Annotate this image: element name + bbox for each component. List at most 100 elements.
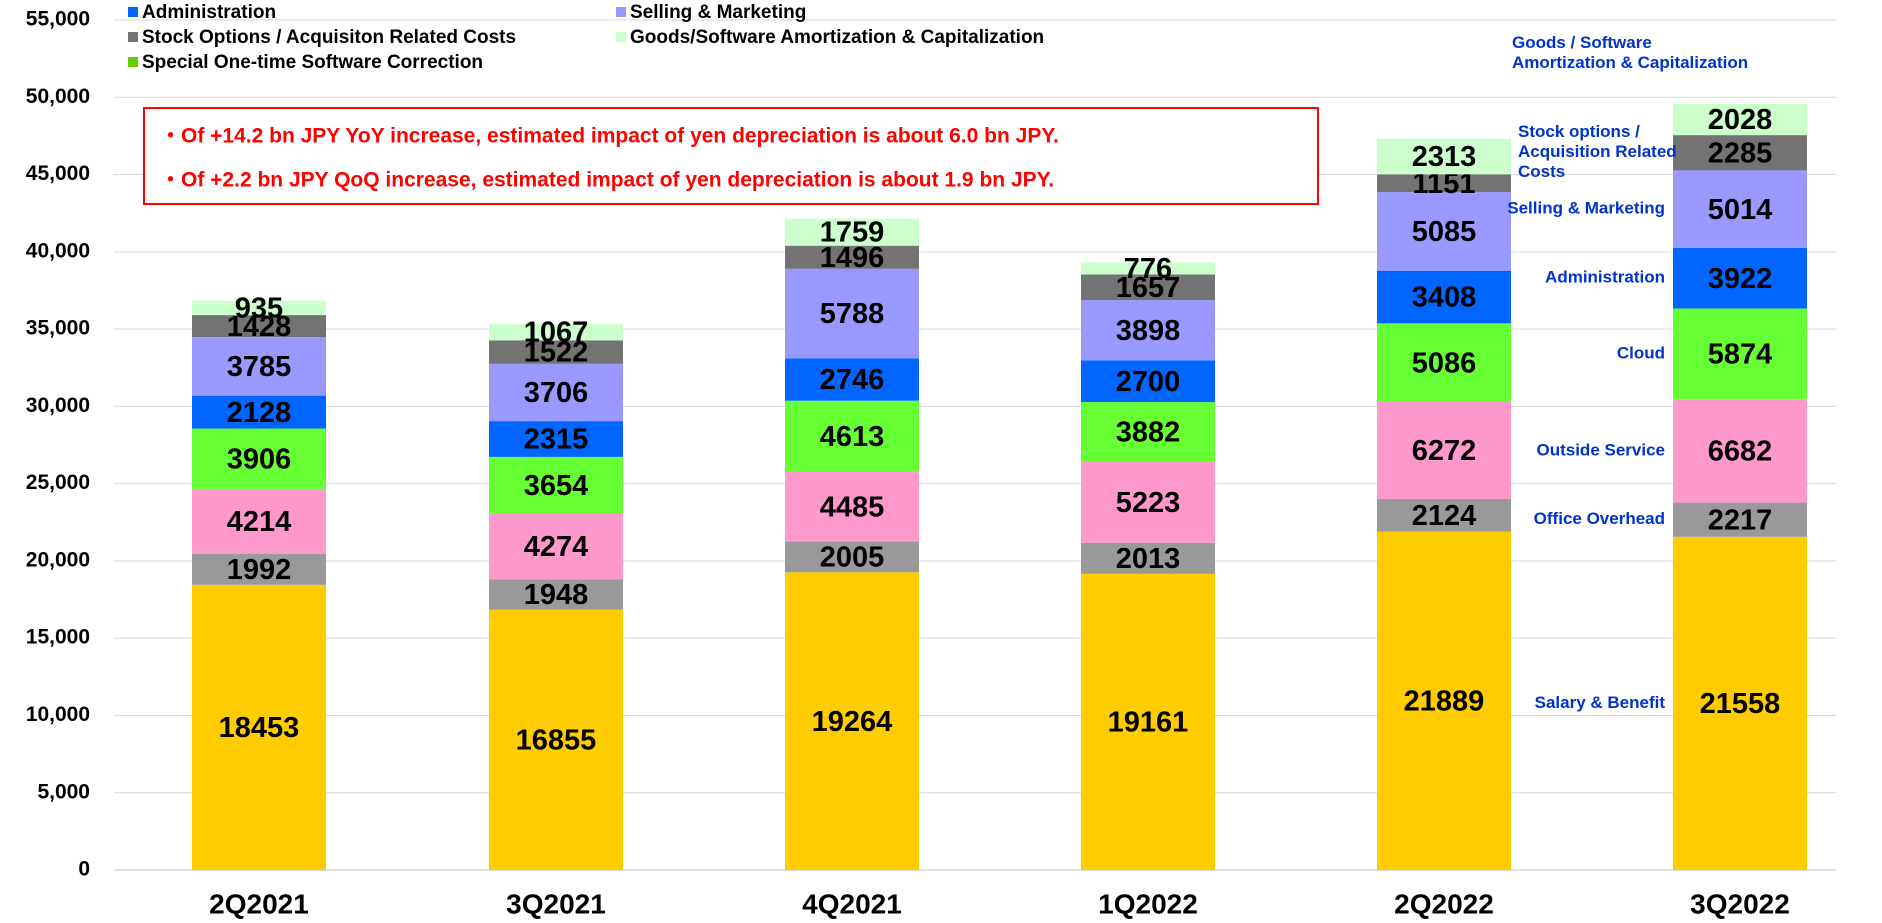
data-label: 5014 [1708, 194, 1773, 226]
bar-segment [1673, 103, 1807, 136]
y-tick-label: 5,000 [37, 780, 90, 803]
data-label: 3785 [227, 351, 292, 383]
data-label: 5086 [1412, 347, 1477, 379]
y-tick-label: 55,000 [26, 8, 90, 31]
x-tick-label: 1Q2022 [1098, 888, 1198, 919]
data-label: 4485 [820, 491, 885, 523]
side-label: Acquisition Related [1518, 142, 1677, 161]
y-tick-label: 15,000 [26, 626, 90, 649]
data-label: 21558 [1700, 688, 1781, 720]
legend-swatch [128, 32, 138, 42]
data-label: 1759 [820, 217, 885, 249]
side-label: Administration [1545, 268, 1665, 287]
bar-segment [1081, 360, 1215, 403]
bar-segment [1673, 247, 1807, 309]
bar-segment [785, 541, 919, 573]
data-label: 2128 [227, 397, 292, 429]
bar-segment [489, 513, 623, 580]
data-label: 2285 [1708, 137, 1773, 169]
bar-segment [1081, 542, 1215, 574]
data-label: 21889 [1404, 686, 1485, 718]
y-tick-label: 35,000 [26, 317, 90, 340]
side-label: Stock options / [1518, 122, 1640, 141]
x-tick-label: 4Q2021 [802, 888, 902, 919]
x-tick-label: 3Q2022 [1690, 888, 1790, 919]
bar-segment [192, 488, 326, 555]
bar-segment [1673, 399, 1807, 503]
data-label: 16855 [516, 724, 597, 756]
data-label: 2746 [820, 364, 885, 396]
bar-segment [785, 268, 919, 359]
bar-segment [192, 315, 326, 338]
bar-segment [1377, 174, 1511, 193]
bar-segment [785, 218, 919, 246]
bar-segment [785, 245, 919, 269]
data-label: 1948 [524, 579, 589, 611]
data-label: 5874 [1708, 339, 1773, 371]
bar-segment [1081, 573, 1215, 870]
bar-segment [489, 340, 623, 364]
side-label: Salary & Benefit [1535, 693, 1666, 712]
bar-segment [192, 584, 326, 870]
bar-segment [1673, 308, 1807, 400]
legend-swatch [616, 7, 626, 17]
bar-segment [192, 337, 326, 396]
legend-label: Selling & Marketing [630, 2, 806, 23]
data-label: 935 [235, 293, 283, 325]
data-label: 1657 [1116, 272, 1181, 304]
legend-swatch [616, 32, 626, 42]
bar-segment [489, 323, 623, 341]
bar-segment [1377, 323, 1511, 402]
legend-swatch [128, 57, 138, 67]
data-label: 3882 [1116, 417, 1181, 449]
bar-segment [192, 300, 326, 316]
bar-segment [1673, 502, 1807, 537]
data-label: 2313 [1412, 141, 1477, 173]
data-label: 2005 [820, 541, 885, 573]
bar-segment [1081, 462, 1215, 543]
bar-segment [785, 400, 919, 472]
bar-segment [1081, 274, 1215, 301]
bar-segment [1673, 170, 1807, 248]
bar-segment [1377, 498, 1511, 532]
bar-segment [192, 554, 326, 585]
data-label: 3408 [1412, 282, 1477, 314]
bar-segment [192, 428, 326, 489]
data-label: 19161 [1108, 707, 1189, 739]
x-tick-label: 2Q2022 [1394, 888, 1494, 919]
data-label: 5223 [1116, 487, 1181, 519]
bar-segment [1081, 402, 1215, 463]
bar-segment [489, 456, 623, 514]
bar-segment [192, 395, 326, 429]
side-label: Goods / Software [1512, 33, 1652, 52]
legend-label: Special One-time Software Correction [142, 52, 483, 73]
y-tick-label: 50,000 [26, 85, 90, 108]
data-label: 4274 [524, 531, 589, 563]
bar-segment [1673, 135, 1807, 171]
data-label: 1067 [524, 317, 589, 349]
annotation-box [143, 107, 1319, 205]
data-label: 4214 [227, 506, 292, 538]
legend-label: Administration [142, 2, 276, 23]
data-label: 5085 [1412, 216, 1477, 248]
bar-segment [785, 471, 919, 542]
data-label: 2013 [1116, 543, 1181, 575]
bar-segment [1377, 531, 1511, 870]
legend-label: Goods/Software Amortization & Capitaliza… [630, 27, 1044, 48]
bar-segment [1081, 262, 1215, 275]
bar-segment [489, 609, 623, 870]
bar-segment [1377, 401, 1511, 499]
legend-swatch [128, 7, 138, 17]
annotation: ・Of +14.2 bn JPY YoY increase, estimated… [160, 125, 1059, 148]
y-tick-label: 10,000 [26, 703, 90, 726]
data-label: 2315 [524, 424, 589, 456]
data-label: 6272 [1412, 435, 1477, 467]
bar-segment [1377, 138, 1511, 175]
bar-segment [489, 363, 623, 422]
side-label: Amortization & Capitalization [1512, 53, 1748, 72]
bar-segment [1377, 270, 1511, 324]
annotation: ・Of +2.2 bn JPY QoQ increase, estimated … [160, 169, 1054, 192]
bar-segment [1081, 300, 1215, 361]
data-label: 4613 [820, 421, 885, 453]
